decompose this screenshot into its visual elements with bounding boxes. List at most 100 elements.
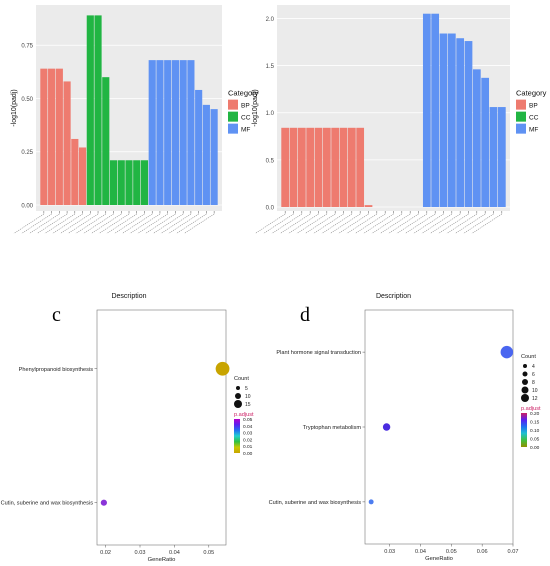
size-legend-title-c: Count <box>234 376 249 382</box>
y-tick-label-b-1: 0.5 <box>266 158 275 164</box>
x-tick-label-b-16 <box>388 213 419 234</box>
size-legend-dot-d-1 <box>522 371 528 377</box>
bar-a-CC-0 <box>86 15 94 206</box>
legend-label-b-MF: MF <box>529 127 538 134</box>
y-tick-label-d-1: Tryptophan metabolism <box>303 425 362 431</box>
x-tick-label-a-20 <box>168 213 199 234</box>
x-tick-label-b-17 <box>396 213 428 234</box>
color-legend-label-d-1: 0.15 <box>530 420 540 426</box>
color-legend-label-c-0: 0.05 <box>243 417 253 423</box>
x-tick-label-b-14 <box>371 213 403 234</box>
x-tick-label-b-12 <box>354 213 386 234</box>
y-tick-label-b-3: 1.5 <box>266 64 275 70</box>
bar-b-BP-10 <box>364 205 373 207</box>
x-tick-label-a-15 <box>129 213 161 234</box>
bar-a-CC-1 <box>94 15 102 206</box>
chart-panel-b: 0.0 0.5 1.0 1.5 2.0 -log10(padj) Description Ca… <box>252 5 547 300</box>
bar-b-MF-4 <box>456 38 465 207</box>
color-legend-label-d-2: 0.10 <box>530 428 540 434</box>
x-tick-label-c-1: 0.03 <box>135 550 146 556</box>
x-tick-label-a-14 <box>122 213 153 234</box>
bar-b-BP-4 <box>314 127 323 207</box>
legend-label-b-CC: CC <box>529 115 539 122</box>
color-legend-label-c-1: 0.04 <box>243 424 253 430</box>
bar-a-MF-1 <box>156 60 164 206</box>
bar-a-MF-3 <box>171 60 180 206</box>
x-tick-label-c-2: 0.04 <box>169 550 180 556</box>
x-tick-label-b-9 <box>329 213 361 234</box>
x-tick-label-a-10 <box>91 213 122 234</box>
bar-a-CC-6 <box>133 160 141 205</box>
legend-title-b: Category <box>516 89 547 98</box>
x-tick-label-a-1 <box>21 213 52 234</box>
x-tick-label-b-18 <box>404 213 436 234</box>
bar-a-CC-3 <box>109 160 118 205</box>
legend-label-a-BP: BP <box>241 103 250 110</box>
y-tick-label-b-0: 0.0 <box>266 206 275 212</box>
x-tick-label-b-2 <box>271 213 303 234</box>
x-tick-label-a-19 <box>160 213 192 234</box>
y-tick-label-a-2: 0.50 <box>21 97 33 103</box>
point-d-0 <box>500 345 514 359</box>
x-tick-label-b-4 <box>288 213 319 234</box>
plot-frame-c <box>96 309 227 546</box>
color-legend-bar-c <box>234 419 240 453</box>
legend-label-a-MF: MF <box>241 127 250 134</box>
x-tick-label-b-22 <box>438 213 469 234</box>
color-legend-title-d: p.adjust <box>521 406 541 412</box>
x-tick-label-a-11 <box>98 213 130 234</box>
x-tick-label-a-4 <box>44 213 76 234</box>
charts-group: 0.00 0.25 0.50 0.75 -log10(padj) Description C… <box>1 5 547 563</box>
x-tick-label-b-25 <box>463 213 494 234</box>
color-legend-label-c-4: 0.01 <box>243 444 253 450</box>
size-legend-label-d-4: 12 <box>532 396 538 402</box>
bar-b-BP-3 <box>306 127 315 207</box>
size-legend-label-d-0: 4 <box>532 364 535 370</box>
y-axis-label-a: -log10(padj) <box>11 89 18 126</box>
size-legend-dot-d-0 <box>523 364 527 368</box>
y-tick-label-a-3: 0.75 <box>21 44 33 50</box>
x-tick-label-b-19 <box>413 213 444 234</box>
x-tick-label-a-7 <box>67 213 99 234</box>
size-legend-label-d-1: 6 <box>532 372 535 378</box>
x-axis-label-c: GeneRatio <box>148 557 176 561</box>
x-tick-label-b-11 <box>346 213 378 234</box>
bar-a-BP-5 <box>78 147 87 205</box>
y-tick-label-a-1: 0.25 <box>21 150 33 156</box>
x-tick-label-b-0 <box>254 213 286 234</box>
x-tick-label-b-6 <box>304 213 336 234</box>
bar-b-BP-7 <box>339 127 348 207</box>
color-legend-label-d-0: 0.20 <box>530 411 540 417</box>
x-tick-label-a-5 <box>52 213 83 234</box>
legend-label-b-BP: BP <box>529 103 538 110</box>
x-axis-label-d: GeneRatio <box>425 556 453 561</box>
bar-a-CC-2 <box>102 77 110 205</box>
x-tick-label-b-7 <box>313 213 344 234</box>
chart-panel-d: 0.03 0.04 0.05 0.06 0.07 GeneRatio Cutin, sube… <box>269 309 541 562</box>
x-tick-label-a-13 <box>114 213 145 234</box>
bar-b-BP-2 <box>297 127 306 207</box>
x-tick-label-a-18 <box>152 213 184 234</box>
color-legend-label-c-3: 0.02 <box>243 437 253 443</box>
chart-panel-a: 0.00 0.25 0.50 0.75 -log10(padj) Description C… <box>11 5 259 300</box>
x-tick-label-d-0: 0.03 <box>384 549 395 555</box>
y-axis-label-b: -log10(padj) <box>252 89 259 126</box>
bar-b-MF-8 <box>489 107 498 207</box>
bar-b-MF-7 <box>481 77 490 207</box>
bar-a-MF-8 <box>210 109 218 205</box>
bar-a-CC-7 <box>140 160 149 205</box>
bar-a-MF-0 <box>148 60 156 206</box>
x-tick-label-b-20 <box>421 213 453 234</box>
size-legend-dot-d-4 <box>521 394 529 402</box>
bar-a-BP-4 <box>71 138 79 205</box>
x-tick-label-d-3: 0.06 <box>477 549 488 555</box>
bar-b-MF-5 <box>464 41 473 207</box>
x-tick-label-a-21 <box>176 213 207 234</box>
x-tick-label-b-13 <box>363 213 394 234</box>
bar-b-MF-2 <box>439 33 448 208</box>
bar-b-BP-6 <box>331 127 340 207</box>
x-tick-label-a-22 <box>183 213 215 234</box>
